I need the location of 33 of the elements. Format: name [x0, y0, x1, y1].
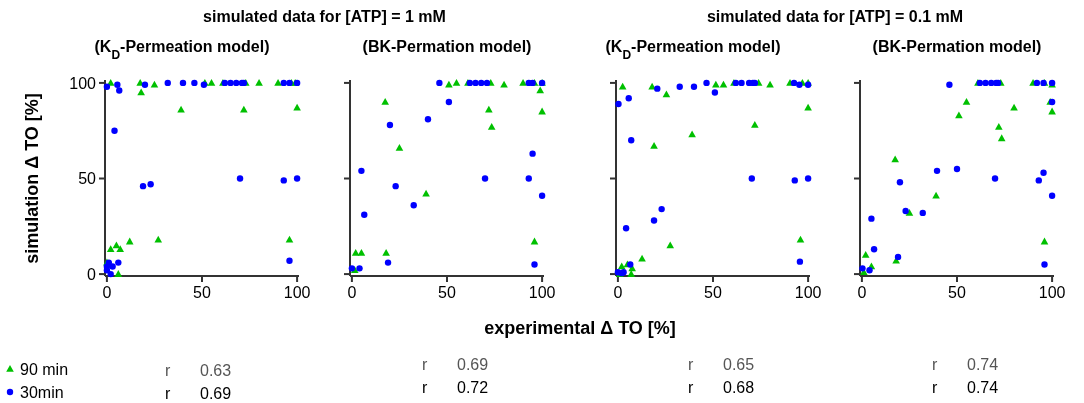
x-tick-label: 0 — [102, 284, 112, 301]
legend-label: 90 min — [20, 360, 69, 378]
chart-subtitle: (K$_{D}$-Permeation model) — [605, 38, 781, 62]
y-tick-label: 50 — [78, 170, 97, 188]
chart-subtitle: (BK-Permation model) — [362, 38, 532, 55]
x-tick-label: 0 — [857, 284, 867, 301]
x-tick-label: 100 — [283, 284, 311, 301]
legend-label: 30min — [20, 383, 64, 401]
text: r 0.63 — [165, 361, 232, 379]
text: r 0.68 — [688, 378, 755, 396]
x-tick-label: 50 — [193, 284, 211, 301]
text: r 0.69 — [165, 384, 232, 402]
x-tick-label: 0 — [347, 284, 357, 301]
text: r 0.72 — [422, 378, 489, 396]
chart-title: simulated data for [ATP] = 1 mM — [203, 8, 446, 25]
x-tick-label: 100 — [528, 284, 556, 301]
text: r 0.74 — [932, 378, 999, 396]
chart-subtitle: (K$_{D}$-Permeation model) — [94, 38, 270, 62]
x-tick-label: 50 — [438, 284, 456, 301]
y-axis-title: simulation Δ TO [%] — [22, 93, 42, 264]
y-tick-label: 0 — [87, 265, 97, 283]
y-tick-label: 100 — [69, 74, 97, 92]
x-tick-label: 50 — [704, 284, 722, 301]
x-tick-label: 50 — [948, 284, 966, 301]
x-tick-label: 100 — [794, 284, 822, 301]
x-axis-title: experimental Δ TO [%] — [484, 318, 676, 338]
x-tick-label: 0 — [613, 284, 623, 301]
x-tick-label: 100 — [1038, 284, 1066, 301]
chart-subtitle: (BK-Permation model) — [872, 38, 1042, 55]
chart-title: simulated data for [ATP] = 0.1 mM — [706, 8, 964, 25]
text: r 0.65 — [688, 355, 755, 373]
text: r 0.74 — [932, 355, 999, 373]
text: r 0.69 — [422, 355, 489, 373]
